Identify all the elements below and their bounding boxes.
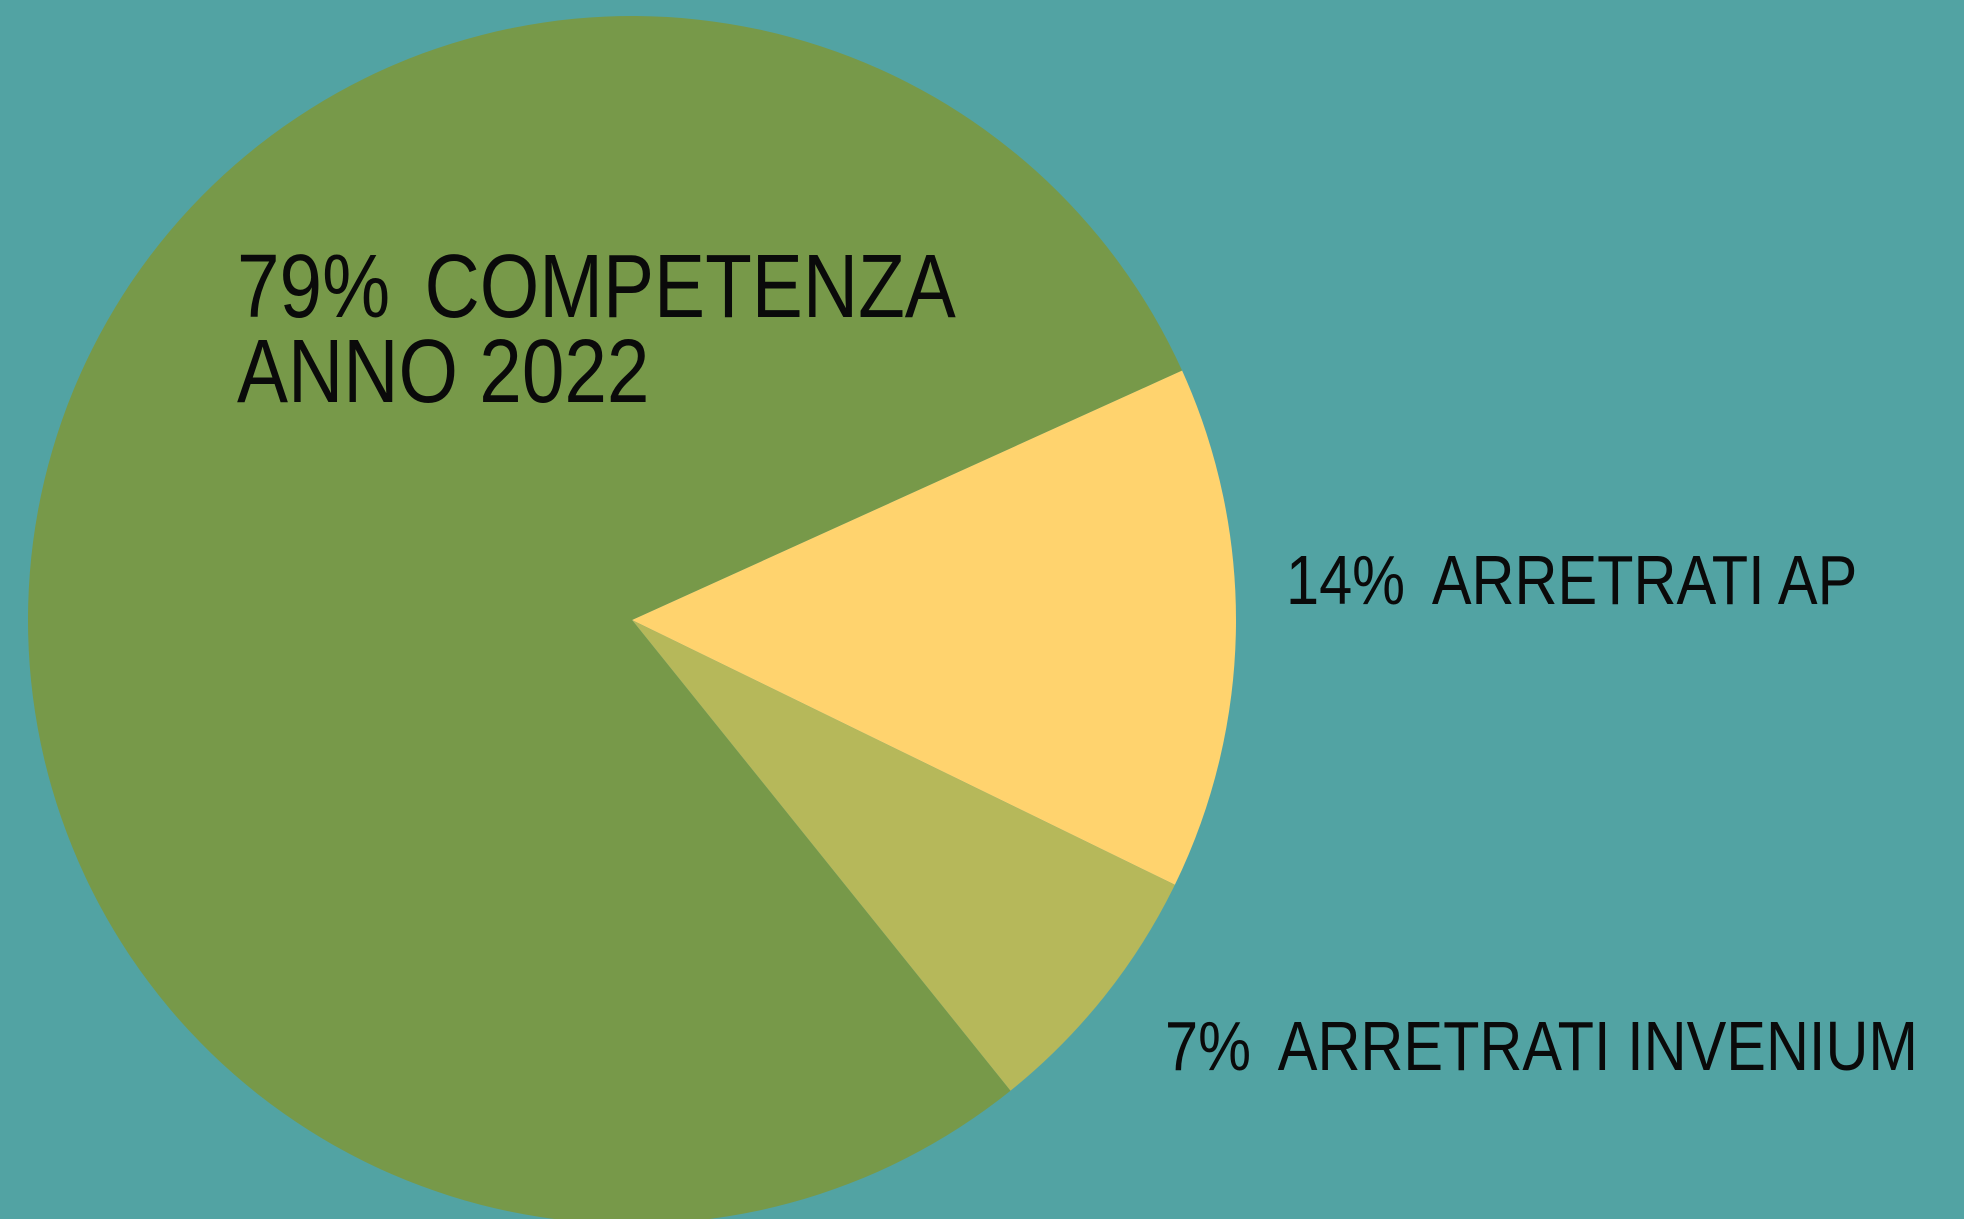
- pie-slice: [632, 370, 1236, 885]
- slice-label: 79% COMPETENZA ANNO 2022: [237, 242, 1087, 417]
- value-label: 79%: [237, 237, 391, 337]
- category-label: ARRETRATI INVENIUM: [1277, 1007, 1918, 1085]
- pie-slice: [28, 16, 1183, 1219]
- category-label: ARRETRATI AP: [1431, 541, 1858, 619]
- value-label: 7%: [1165, 1007, 1251, 1085]
- category-label: COMPETENZA ANNO 2022: [237, 237, 952, 422]
- value-label: 14%: [1286, 541, 1406, 619]
- slice-label: 14% ARRETRATI AP: [1286, 545, 1857, 615]
- slice-label: 7% ARRETRATI INVENIUM: [1165, 1011, 1918, 1081]
- pie-slice: [632, 620, 1175, 1091]
